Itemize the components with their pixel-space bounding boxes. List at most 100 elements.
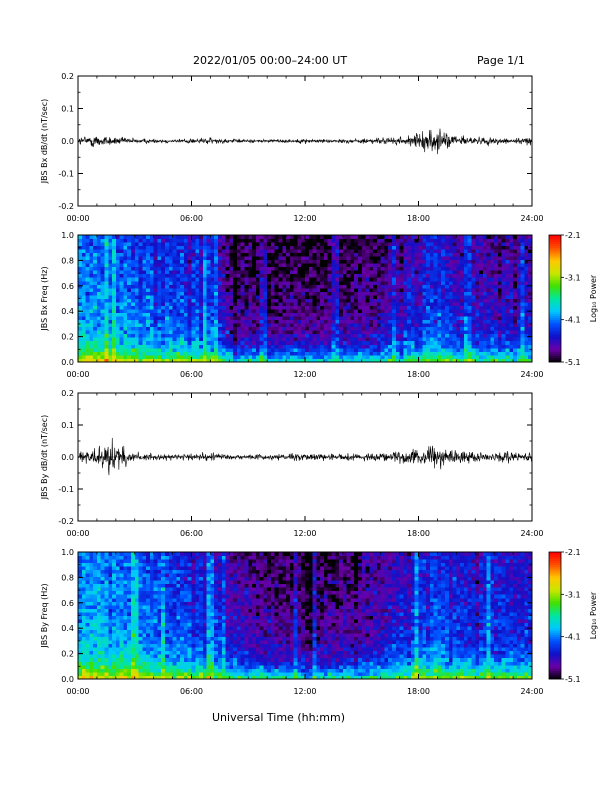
spectrogram-cell	[100, 316, 105, 321]
spectrogram-cell	[316, 242, 321, 246]
spectrogram-cell	[96, 633, 102, 638]
spectrogram-cell	[407, 358, 412, 363]
spectrogram-cell	[240, 344, 245, 349]
spectrogram-cell	[252, 259, 257, 264]
spectrogram-cell	[240, 284, 245, 289]
spectrogram-cell	[301, 358, 306, 363]
spectrogram-cell	[456, 333, 461, 338]
spectrogram-cell	[112, 305, 117, 310]
spectrogram-cell	[233, 354, 238, 359]
spectrogram-cell	[96, 263, 102, 268]
spectrogram-cell	[441, 273, 446, 278]
spectrogram-cell	[104, 569, 109, 574]
spectrogram-cell	[274, 354, 279, 359]
spectrogram-cell	[471, 319, 476, 324]
spectrogram-cell	[89, 597, 94, 602]
spectrogram-cell	[267, 256, 272, 261]
spectrogram-cell	[339, 270, 344, 275]
spectrogram-cell	[229, 284, 234, 289]
spectrogram-cell	[501, 256, 506, 261]
spectrogram-cell	[456, 316, 461, 321]
spectrogram-cell	[225, 316, 230, 321]
spectrogram-cell	[236, 291, 242, 296]
spectrogram-cell	[384, 302, 389, 306]
spectrogram-cell	[123, 259, 128, 264]
spectrogram-cell	[422, 358, 427, 363]
spectrogram-cell	[100, 354, 105, 359]
colorbar-swatch	[549, 306, 561, 310]
spectrogram-cell	[301, 305, 306, 310]
spectrogram-cell	[127, 277, 132, 282]
spectrogram-cell	[361, 344, 366, 349]
spectrogram-cell	[354, 309, 359, 314]
spectrogram-cell	[444, 319, 450, 324]
spectrogram-cell	[89, 340, 94, 345]
spectrogram-cell	[293, 287, 298, 292]
spectrogram-cell	[509, 273, 514, 278]
spectrogram-cell	[433, 270, 438, 275]
spectrogram-cell	[316, 280, 321, 285]
spectrogram-cell	[210, 358, 215, 363]
spectrogram-cell	[433, 280, 438, 285]
spectrogram-cell	[195, 309, 200, 314]
spectrogram-cell	[282, 298, 287, 303]
spectrogram-cell	[320, 323, 325, 328]
spectrogram-cell	[392, 309, 397, 314]
spectrogram-cell	[115, 333, 121, 338]
spectrogram-cell	[191, 259, 196, 264]
spectrogram-cell	[471, 340, 476, 345]
spectrogram-cell	[142, 333, 147, 338]
spectrogram-cell	[221, 291, 226, 296]
spectrogram-cell	[89, 633, 94, 638]
spectrogram-cell	[437, 309, 442, 314]
y-tick-label: -0.1	[58, 485, 74, 494]
spectrogram-cell	[354, 235, 359, 239]
spectrogram-cell	[168, 273, 173, 278]
spectrogram-cell	[278, 351, 283, 356]
spectrogram-cell	[252, 302, 257, 306]
colorbar-swatch	[549, 292, 561, 295]
spectrogram-cell	[320, 302, 325, 306]
spectrogram-cell	[494, 344, 499, 349]
spectrogram-cell	[297, 323, 302, 328]
spectrogram-cell	[81, 633, 86, 638]
spectrogram-cell	[248, 344, 253, 349]
spectrogram-cell	[176, 344, 181, 349]
spectrogram-cell	[444, 347, 450, 352]
spectrogram-cell	[81, 619, 86, 623]
spectrogram-cell	[81, 266, 86, 271]
spectrogram-cell	[274, 252, 279, 257]
spectrogram-cell	[191, 277, 196, 282]
spectrogram-cell	[410, 256, 416, 261]
spectrogram-cell	[134, 312, 139, 317]
spectrogram-cell	[305, 354, 310, 359]
spectrogram-cell	[138, 319, 143, 324]
spectrogram-cell	[354, 259, 359, 264]
spectrogram-cell	[282, 256, 287, 261]
spectrogram-cell	[354, 245, 359, 250]
spectrogram-cell	[441, 326, 446, 331]
spectrogram-cell	[115, 280, 121, 285]
spectrogram-cell	[350, 249, 355, 254]
spectrogram-cell	[138, 235, 143, 239]
spectrogram-cell	[346, 294, 351, 299]
spectrogram-cell	[403, 354, 408, 359]
spectrogram-cell	[339, 319, 344, 324]
spectrogram-cell	[85, 256, 90, 261]
spectrogram-cell	[346, 302, 351, 306]
spectrogram-cell	[93, 566, 98, 571]
spectrogram-cell	[123, 323, 128, 328]
spectrogram-cell	[119, 284, 124, 289]
spectrogram-cell	[380, 347, 385, 352]
spectrogram-cell	[233, 259, 238, 264]
spectrogram-cell	[513, 312, 518, 317]
spectrogram-cell	[513, 266, 518, 271]
spectrogram-cell	[274, 326, 279, 331]
spectrogram-cell	[388, 245, 393, 250]
spectrogram-cell	[93, 305, 98, 310]
spectrogram-cell	[96, 675, 102, 680]
spectrogram-cell	[365, 235, 370, 239]
spectrogram-cell	[339, 263, 344, 268]
spectrogram-cell	[78, 647, 83, 652]
spectrogram-cell	[354, 337, 359, 342]
